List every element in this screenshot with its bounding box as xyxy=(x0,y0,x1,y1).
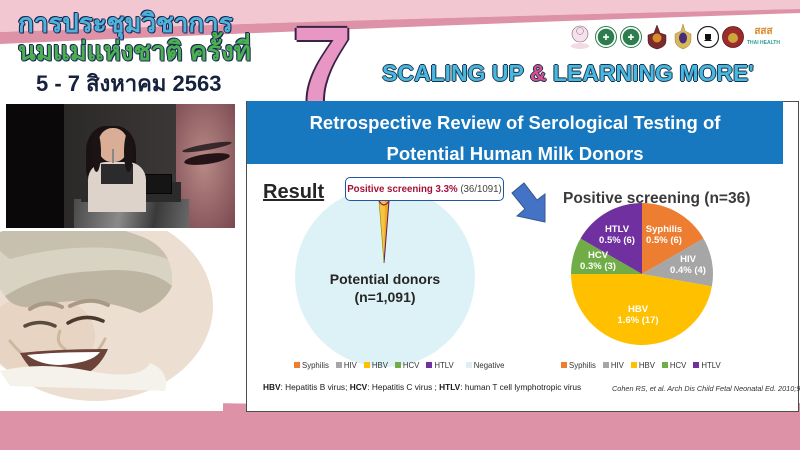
svg-text:✚: ✚ xyxy=(603,33,610,42)
svg-text:✚: ✚ xyxy=(628,33,635,42)
